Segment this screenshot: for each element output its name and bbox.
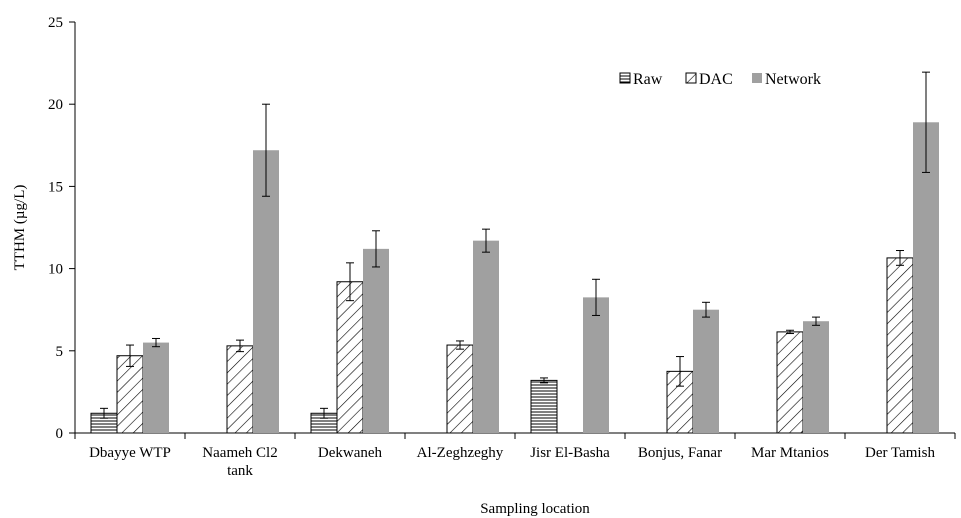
labels: 0 5 10 15 20 25 Dbayye WTP Naameh Cl2 tank Dekwan… xyxy=(12,15,935,517)
legend-label-dac: DAC xyxy=(699,71,733,88)
bar-dac xyxy=(446,344,474,434)
y-tick-label: 25 xyxy=(48,15,63,31)
bar-dac xyxy=(336,281,364,434)
bar-network xyxy=(473,240,499,433)
bar-network xyxy=(143,342,169,433)
bar-dac xyxy=(776,331,804,434)
x-category-label: Dekwaneh xyxy=(318,445,383,461)
x-axis-title: Sampling location xyxy=(480,501,590,517)
bar-network xyxy=(803,321,829,433)
x-category-label: Bonjus, Fanar xyxy=(638,445,722,461)
legend-swatch-dac xyxy=(685,72,697,84)
bar-raw xyxy=(530,379,558,434)
bar-network xyxy=(363,248,389,433)
y-tick-label: 20 xyxy=(48,97,63,113)
bars xyxy=(90,71,939,434)
x-category-label: Der Tamish xyxy=(865,445,935,461)
bar-network xyxy=(253,150,279,433)
legend-label-raw: Raw xyxy=(633,71,663,88)
y-tick-label: 15 xyxy=(48,179,63,195)
bar-network xyxy=(913,122,939,433)
x-category-label: Jisr El-Basha xyxy=(530,445,610,461)
y-axis-title: TTHM (µg/L) xyxy=(12,185,28,271)
bar-dac xyxy=(886,257,914,434)
legend-swatch-raw xyxy=(619,72,631,84)
legend-swatch-network xyxy=(752,73,762,83)
x-category-label: Al-Zeghzeghy xyxy=(417,445,504,461)
x-category-label: Mar Mtanios xyxy=(751,445,829,461)
x-category-label: Dbayye WTP xyxy=(89,445,171,461)
legend-label-network: Network xyxy=(765,71,821,88)
y-tick-label: 0 xyxy=(56,426,64,442)
bar-dac xyxy=(116,355,144,434)
y-tick-label: 10 xyxy=(48,262,63,278)
x-category-label: Naameh Cl2 tank xyxy=(202,445,277,479)
bar-dac xyxy=(226,345,254,434)
legend: Raw DAC Network xyxy=(619,71,821,88)
bar-network xyxy=(693,309,719,433)
bar-network xyxy=(583,297,609,433)
y-tick-label: 5 xyxy=(56,344,64,360)
